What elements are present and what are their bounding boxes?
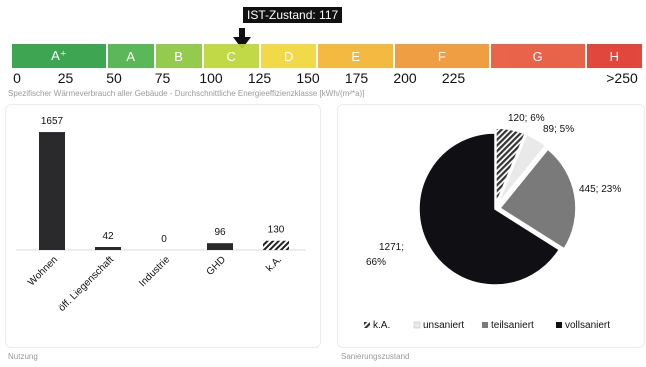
bar-value-label: 130 [268,225,285,236]
current-state-label: IST-Zustand: 117 [243,7,343,23]
legend-entry: teilsaniert [491,320,534,331]
legend-entry: vollsaniert [565,320,610,331]
efficiency-scale-caption: Spezifischer Wärmeverbrauch aller Gebäud… [8,89,365,98]
efficiency-class-1: A⁺ [12,44,106,68]
pie-slice-unsaniert [496,133,547,206]
pie-slice-label: 1271; [379,242,404,253]
bar-category-label: GHD [205,254,229,278]
bar-ghd [207,243,233,250]
bar-wohnen [39,132,65,250]
scale-tick-label: 25 [57,70,74,86]
renovation-chart-panel: 120; 6% 89; 5% 445; 23% 1271; 66% k.A. unsanie… [337,104,645,348]
legend-marker [556,322,562,328]
efficiency-class-5: D [260,44,317,68]
scale-tick-label: 225 [441,70,466,86]
renovation-chart-caption: Sanierungszustand [341,352,410,361]
bar-value-label: 42 [102,231,114,242]
efficiency-class-4: C [203,44,259,68]
scale-tick-label: 150 [296,70,320,86]
bar-value-label: 1657 [41,116,64,127]
bar-value-label: 96 [214,227,226,238]
bar-category-label: öff. Liegenschaft [57,254,117,314]
usage-bar-chart: 1657 Wohnen 42 öff. Liegenschaft 0 Industrie 9… [16,116,306,314]
legend-marker [413,321,421,329]
efficiency-class-8: G [490,44,585,68]
scale-tick-label: 175 [344,70,369,86]
legend-entry: k.A. [373,320,390,331]
scale-tick-label: 75 [154,70,171,86]
efficiency-class-7: F [395,44,489,68]
bar--ff-liegenschaft [95,247,121,250]
pie-slice-teilsaniert [498,148,577,250]
efficiency-class-9: H [586,44,642,68]
pie-slice-label: 120; 6% [508,113,545,124]
scale-tick-label: 125 [247,70,272,86]
bar-category-label: Industrie [137,254,172,289]
scale-tick-label: >250 [606,70,638,86]
legend-marker [482,322,488,328]
usage-chart-caption: Nutzung [8,352,38,361]
usage-chart-panel: 1657 Wohnen 42 öff. Liegenschaft 0 Industrie 9… [5,104,321,348]
bar-value-label: 0 [161,234,167,245]
legend-entry: unsaniert [423,320,464,331]
bar-k-a- [263,240,289,250]
bar-category-label: k.A. [264,254,284,274]
efficiency-class-2: A [107,44,154,68]
efficiency-class-band: A⁺ A B C D E F G H [12,44,644,68]
pie-slice-label: 445; 23% [579,184,621,195]
efficiency-class-6: E [318,44,394,68]
pie-slice-vollsaniert [418,132,561,286]
scale-tick-label: 50 [106,70,122,86]
efficiency-class-3: B [155,44,202,68]
current-state-arrow-icon [233,28,252,49]
legend-marker [364,322,370,328]
scale-tick-label: 200 [393,70,417,86]
bar-category-label: Wohnen [26,254,60,288]
scale-tick-label: 0 [13,70,21,86]
renovation-pie-chart: 120; 6%89; 5% 445; 23% 1271; 66% k.A. unsanie… [364,113,621,331]
pie-slice-label: 66% [366,257,386,268]
pie-slice-k-a- [495,127,526,205]
pie-slice-label: 89; 5% [543,124,574,135]
scale-tick-label: 100 [199,70,223,86]
